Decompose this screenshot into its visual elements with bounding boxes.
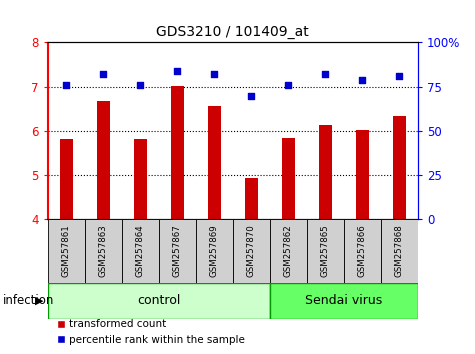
- Text: GSM257868: GSM257868: [395, 224, 404, 277]
- Text: ▶: ▶: [35, 296, 43, 306]
- Bar: [344, 219, 381, 283]
- Point: [99, 72, 107, 77]
- Bar: [85, 219, 122, 283]
- Bar: [270, 283, 418, 319]
- Bar: [393, 116, 406, 219]
- Bar: [208, 106, 221, 219]
- Bar: [319, 125, 332, 219]
- Bar: [307, 219, 344, 283]
- Point: [136, 82, 144, 88]
- Bar: [171, 86, 184, 219]
- Bar: [59, 139, 73, 219]
- Text: GSM257864: GSM257864: [136, 224, 144, 277]
- Bar: [282, 138, 295, 219]
- Bar: [196, 219, 233, 283]
- Bar: [96, 101, 110, 219]
- Bar: [122, 219, 159, 283]
- Bar: [270, 219, 307, 283]
- Point: [322, 72, 329, 77]
- Bar: [48, 219, 85, 283]
- Bar: [356, 130, 369, 219]
- Point: [247, 93, 255, 98]
- Point: [396, 73, 403, 79]
- Point: [210, 72, 218, 77]
- Text: GSM257870: GSM257870: [247, 224, 256, 277]
- Bar: [233, 219, 270, 283]
- Text: Sendai virus: Sendai virus: [305, 295, 382, 307]
- Text: GSM257863: GSM257863: [99, 224, 107, 277]
- Text: GSM257865: GSM257865: [321, 224, 330, 277]
- Bar: [159, 219, 196, 283]
- Point: [62, 82, 70, 88]
- Text: GSM257862: GSM257862: [284, 224, 293, 277]
- Point: [173, 68, 181, 74]
- Bar: [133, 139, 147, 219]
- Text: GSM257866: GSM257866: [358, 224, 367, 277]
- Text: GSM257869: GSM257869: [210, 224, 218, 277]
- Point: [285, 82, 292, 88]
- Bar: [381, 219, 418, 283]
- Bar: [48, 283, 270, 319]
- Point: [359, 77, 366, 82]
- Legend: transformed count, percentile rank within the sample: transformed count, percentile rank withi…: [53, 315, 249, 349]
- Text: control: control: [137, 295, 180, 307]
- Text: infection: infection: [2, 295, 54, 307]
- Text: GSM257867: GSM257867: [173, 224, 181, 277]
- Text: GSM257861: GSM257861: [62, 224, 70, 277]
- Bar: [245, 178, 258, 219]
- Title: GDS3210 / 101409_at: GDS3210 / 101409_at: [156, 25, 309, 39]
